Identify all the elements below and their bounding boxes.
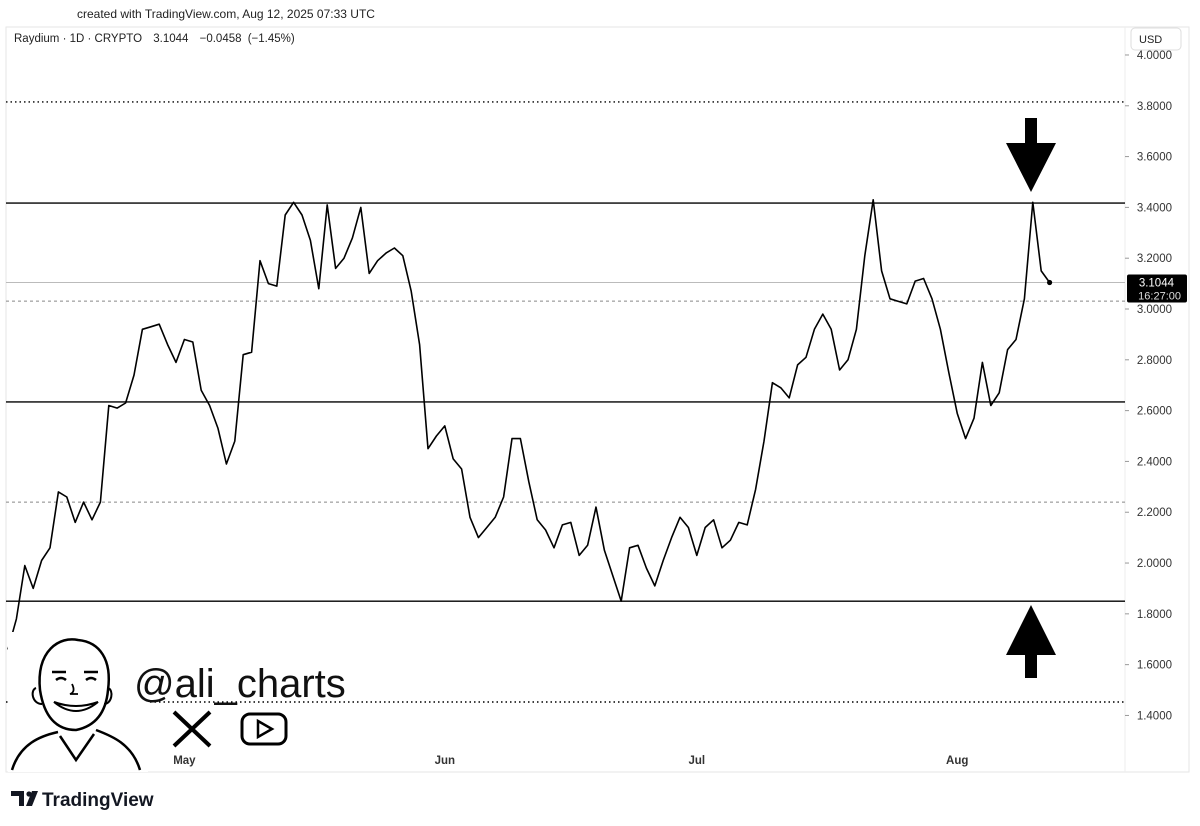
chart-frame — [5, 26, 1190, 773]
avatar-nose — [69, 683, 78, 695]
y-tick-label: 3.4000 — [1137, 202, 1172, 214]
logo-dot — [26, 791, 32, 797]
y-tick-label: 3.0000 — [1137, 304, 1172, 316]
y-tick-label: 1.8000 — [1137, 609, 1172, 621]
credit: created with TradingView.com, Aug 12, 20… — [77, 7, 375, 21]
tradingview-logo: TradingView — [11, 790, 154, 811]
y-tick-label: 2.0000 — [1137, 558, 1172, 570]
last-point — [1047, 279, 1053, 286]
currency-button[interactable] — [1130, 27, 1182, 51]
y-tick-label: 2.6000 — [1137, 406, 1172, 418]
symbol: Raydium · 1D · CRYPTO — [14, 33, 142, 45]
avatar-body — [10, 728, 142, 771]
youtube-play — [256, 718, 275, 740]
avatar-ears — [31, 687, 113, 705]
y-tick-label: 4.0000 — [1137, 50, 1172, 62]
plot: 1.4000 1.6000 1.8000 2.0000 2.2000 2.4000 2.60… — [6, 50, 1187, 767]
avatar-head — [38, 638, 110, 732]
avatar-smile — [53, 701, 99, 712]
up-arrow — [1006, 605, 1056, 678]
y-tick-label: 3.6000 — [1137, 152, 1172, 164]
price-line-series — [7, 199, 1051, 650]
y-tick-label: 2.8000 — [1137, 355, 1172, 367]
last-price: 3.1044 — [153, 33, 189, 45]
price-change: −0.0458 — [200, 33, 242, 45]
y-tick-label: 3.2000 — [1137, 253, 1172, 265]
price-change-pct: (−1.45%) — [248, 33, 295, 45]
y-tick-label: 2.4000 — [1137, 456, 1172, 468]
x-tick-label: Jun — [435, 755, 455, 767]
price-tag-countdown: 16:27:00 — [1138, 290, 1181, 302]
x-tick-label: Jul — [688, 755, 705, 767]
y-tick-label: 1.4000 — [1137, 710, 1172, 722]
y-tick-label: 1.6000 — [1137, 660, 1172, 672]
x-icon[interactable] — [172, 710, 212, 748]
y-tick-label: 3.8000 — [1137, 101, 1172, 113]
youtube-icon[interactable] — [240, 712, 288, 746]
handle: @ali_charts — [134, 662, 346, 706]
down-arrow — [1006, 118, 1056, 192]
logo-text: TradingView — [42, 790, 154, 811]
price-tag — [1127, 274, 1187, 303]
price-tag-value: 3.1044 — [1139, 277, 1175, 289]
x-tick-label: Aug — [946, 755, 968, 767]
x-tick-label: May — [173, 755, 196, 767]
watermark: @ali_charts — [8, 632, 346, 772]
currency[interactable]: USD — [1139, 34, 1162, 46]
symbol-header: Raydium · 1D · CRYPTO 3.1044 −0.0458 (−1… — [14, 33, 295, 45]
avatar-eyes — [52, 670, 98, 682]
y-tick-label: 2.2000 — [1137, 507, 1172, 519]
